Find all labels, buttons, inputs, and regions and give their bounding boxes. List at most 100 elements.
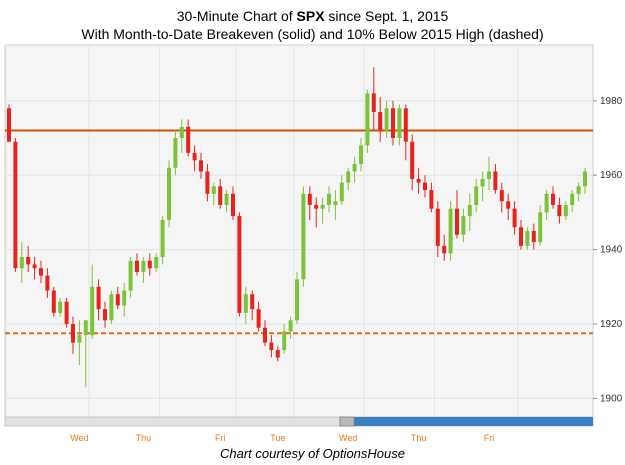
candle-body <box>26 257 31 265</box>
candle-body <box>83 320 88 336</box>
candle-body <box>531 231 536 243</box>
candle-body <box>45 275 50 291</box>
candle-body <box>135 260 139 272</box>
x-tick-label: Thu <box>136 433 152 443</box>
candle-body <box>263 327 267 343</box>
candles <box>7 67 587 388</box>
candle-body <box>339 182 344 202</box>
candle-body <box>71 324 75 343</box>
x-tick-label: Thu <box>411 433 427 443</box>
candle-body <box>301 193 306 280</box>
candle-body <box>327 193 331 205</box>
candle-body <box>122 290 127 306</box>
candle-body <box>224 193 229 205</box>
candle-body <box>487 171 491 179</box>
candle-body <box>570 193 575 205</box>
candle-body <box>173 138 178 168</box>
candle-body <box>179 126 184 138</box>
candle-body <box>211 186 216 194</box>
candle-body <box>410 141 415 179</box>
candle-body <box>282 331 287 351</box>
candle-body <box>359 145 363 165</box>
x-tick-label: Wed <box>339 433 357 443</box>
candle-body <box>333 201 338 205</box>
candle-body <box>51 290 56 313</box>
candle-body <box>160 219 165 258</box>
scrollbar-thumb[interactable] <box>340 417 593 426</box>
y-tick-label: 1960 <box>600 170 623 181</box>
candle-body <box>416 178 421 183</box>
candle-body <box>365 93 370 146</box>
candle-body <box>307 193 312 205</box>
candle-body <box>154 257 159 269</box>
candle-body <box>519 227 523 246</box>
candle-body <box>243 294 248 313</box>
candle-body <box>103 309 107 321</box>
y-tick-label: 1940 <box>600 245 623 256</box>
candle-body <box>269 342 274 351</box>
candle-body <box>512 208 517 228</box>
candle-body <box>115 294 120 306</box>
candle-body <box>429 190 434 209</box>
candle-body <box>218 186 223 205</box>
candle-body <box>250 294 255 310</box>
candle-body <box>352 164 357 172</box>
candle-body <box>192 152 197 161</box>
candle-body <box>467 204 472 217</box>
y-tick-label: 1980 <box>600 96 623 107</box>
scrollbar-grip[interactable] <box>339 416 355 427</box>
candle-body <box>147 260 152 269</box>
candle-body <box>32 264 37 269</box>
candle-body <box>461 216 466 235</box>
candle-body <box>77 335 82 343</box>
candle-body <box>199 160 203 172</box>
plot-area <box>4 44 594 418</box>
candle-body <box>423 182 427 191</box>
candle-body <box>557 204 562 217</box>
title-suffix: since Sept. 1, 2015 <box>324 8 449 24</box>
candle-body <box>371 93 376 112</box>
candle-body <box>576 186 581 194</box>
candle-body <box>346 171 351 183</box>
candle-body <box>320 204 325 209</box>
candle-body <box>448 208 453 254</box>
candle-body <box>583 171 587 187</box>
candle-body <box>186 126 191 153</box>
x-tick-label: Tue <box>270 433 285 443</box>
candle-body <box>442 245 447 254</box>
candle-body <box>506 201 511 209</box>
candle-body <box>455 208 459 235</box>
title-prefix: 30-Minute Chart of <box>176 8 297 24</box>
candle-body <box>295 279 299 321</box>
candle-body <box>525 231 530 246</box>
candle-body <box>480 178 485 187</box>
candle-body <box>90 286 95 336</box>
candle-body <box>58 301 63 313</box>
candle-body <box>403 108 408 142</box>
chart-subtitle: With Month-to-Date Breakeven (solid) and… <box>81 26 544 42</box>
x-axis: Wed Thu Fri Tue Wed Thu Fri <box>70 433 494 443</box>
candle-body <box>378 111 383 131</box>
candle-body <box>499 190 504 202</box>
candle-body <box>96 286 101 310</box>
candle-body <box>39 268 43 276</box>
candle-body <box>435 208 440 246</box>
candle-body <box>141 260 146 272</box>
x-tick-label: Wed <box>70 433 88 443</box>
candle-body <box>314 204 319 209</box>
candle-body <box>64 301 69 324</box>
candle-body <box>167 167 171 220</box>
y-tick-label: 1920 <box>600 319 623 330</box>
y-tick-label: 1900 <box>600 393 623 404</box>
candle-body <box>128 260 133 291</box>
candle-body <box>538 212 543 243</box>
candle-body <box>391 108 395 138</box>
candle-body <box>13 141 18 269</box>
candle-body <box>551 193 555 205</box>
candle-body <box>237 216 242 313</box>
chart-caption: Chart courtesy of OptionsHouse <box>220 446 405 461</box>
candle-body <box>231 193 235 217</box>
candle-body <box>384 108 389 131</box>
title-symbol: SPX <box>296 8 325 24</box>
